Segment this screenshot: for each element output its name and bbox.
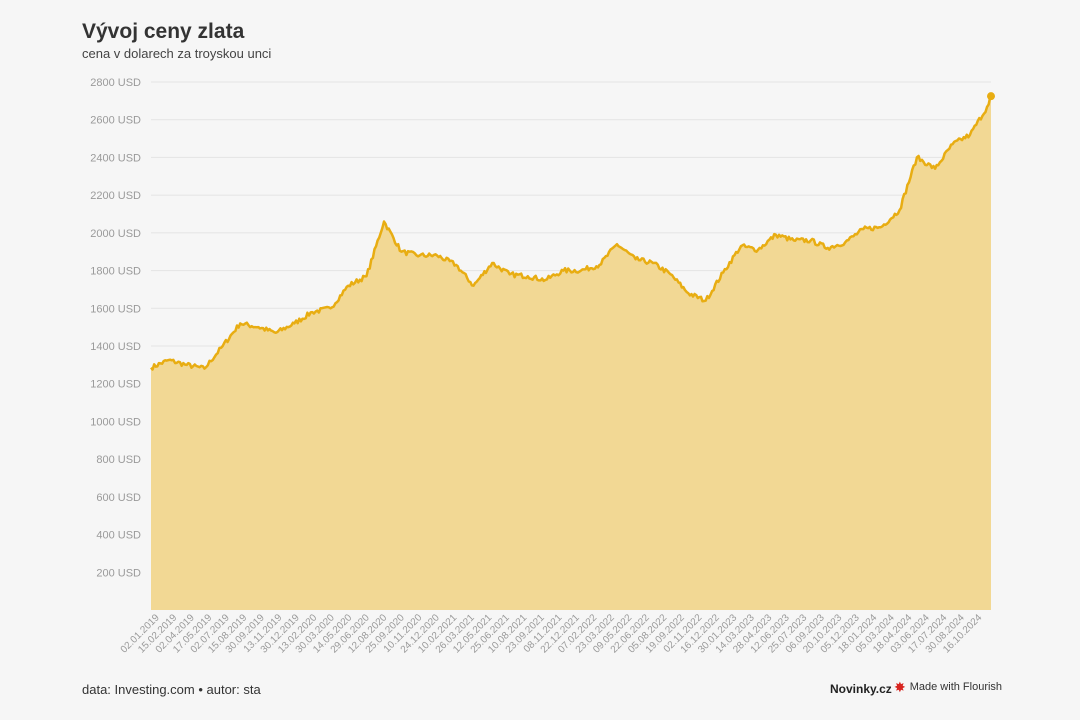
chart-title: Vývoj ceny zlata [82, 20, 245, 43]
y-tick-label: 1200 USD [90, 379, 141, 391]
flourish-label: Made with Flourish [909, 681, 1003, 693]
y-tick-label: 2000 USD [90, 228, 141, 240]
y-tick-label: 800 USD [96, 454, 141, 466]
y-tick-label: 2200 USD [90, 190, 141, 202]
y-tick-label: 2400 USD [90, 152, 141, 164]
flourish-burst-icon: ✸ [894, 679, 906, 695]
price-line [150, 95, 993, 371]
y-axis-ticks: 200 USD 400 USD 600 USD 800 USD 1000 USD 1200… [90, 77, 141, 579]
y-tick-label: 2600 USD [90, 115, 141, 127]
y-tick-label: 1000 USD [90, 416, 141, 428]
brand-logo[interactable]: Novinky.cz [830, 682, 892, 696]
y-tick-label: 400 USD [96, 530, 141, 542]
y-tick-label: 2800 USD [90, 77, 141, 89]
last-price-point [987, 92, 995, 101]
y-tick-label: 200 USD [96, 567, 141, 579]
price-area [151, 96, 991, 611]
y-tick-label: 1800 USD [90, 266, 141, 278]
y-tick-label: 600 USD [96, 492, 141, 504]
chart-subtitle: cena v dolarech za troyskou unci [82, 46, 272, 61]
source-note: data: Investing.com • autor: sta [82, 682, 261, 697]
flourish-link[interactable]: ✸ Made with Flourish [894, 679, 1003, 695]
x-axis-ticks: 02.01.201915.02.201902.04.201917.05.2019… [119, 612, 985, 655]
y-tick-label: 1400 USD [90, 341, 141, 353]
y-tick-label: 1600 USD [90, 303, 141, 315]
